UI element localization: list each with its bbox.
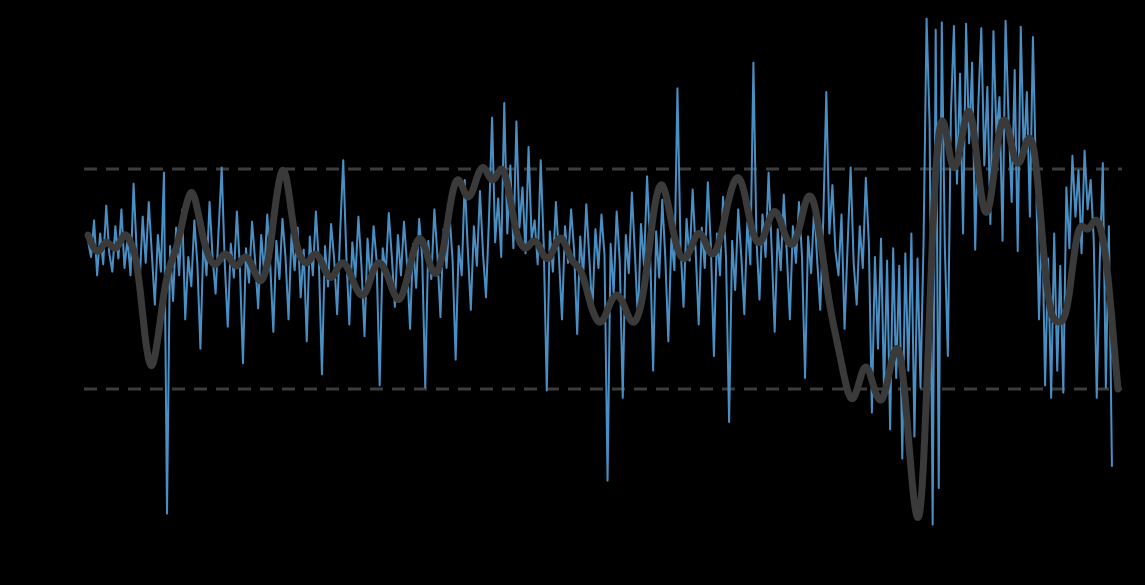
reference-lines-group [84, 167, 1122, 391]
series-line-raw [87, 17, 1113, 526]
series-line-smoothed [84, 108, 1122, 521]
data-series-group [84, 17, 1122, 526]
